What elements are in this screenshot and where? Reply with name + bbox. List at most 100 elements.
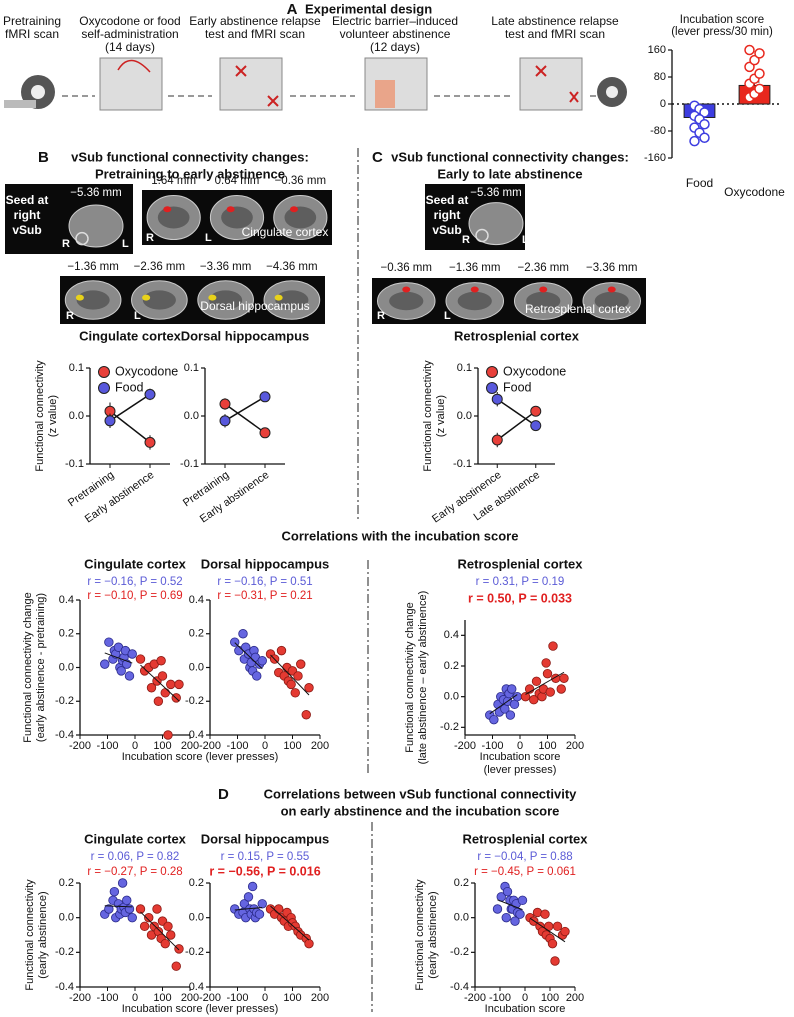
data-point bbox=[537, 691, 547, 702]
data-point bbox=[290, 688, 300, 698]
fit-line bbox=[529, 917, 566, 943]
x-tick-label: -100 bbox=[481, 740, 503, 752]
data-point bbox=[124, 671, 135, 681]
data-point bbox=[510, 916, 520, 926]
data-point bbox=[104, 415, 116, 427]
x-tick-label: -100 bbox=[226, 740, 248, 752]
data-point bbox=[492, 904, 503, 914]
x-tick-label: -200 bbox=[199, 992, 221, 1004]
y-axis-label: (early abstinence) bbox=[427, 891, 439, 978]
activation-spot bbox=[208, 294, 217, 301]
data-point bbox=[505, 710, 516, 720]
orientation-label: L bbox=[205, 232, 212, 244]
data-point bbox=[174, 944, 184, 954]
chart-title: Cingulate cortex bbox=[84, 831, 187, 846]
y-tick-label: 0.0 bbox=[69, 410, 84, 422]
legend-label: Oxycodone bbox=[503, 364, 566, 378]
data-point bbox=[531, 676, 542, 687]
step-label: (12 days) bbox=[370, 40, 420, 54]
brain-detail bbox=[457, 291, 492, 311]
brain-detail bbox=[594, 291, 629, 311]
orientation-label: R bbox=[462, 234, 470, 246]
fit-line bbox=[234, 642, 263, 670]
y-axis-label: Functional connectivity bbox=[414, 879, 426, 991]
x-tick-label: 200 bbox=[181, 992, 199, 1004]
panel-title: vSub functional connectivity changes: bbox=[71, 149, 309, 164]
x-tick-label: Early abstinence bbox=[198, 469, 272, 525]
data-point bbox=[699, 132, 710, 143]
section-title: Correlations with the incubation score bbox=[282, 528, 519, 543]
orientation-label: R bbox=[146, 232, 154, 244]
y-tick-label: -0.2 bbox=[450, 946, 469, 958]
data-point bbox=[100, 659, 110, 669]
fit-line bbox=[270, 905, 310, 941]
panel-title: vSub functional connectivity changes: bbox=[391, 149, 629, 164]
y-tick-label: 0.1 bbox=[69, 362, 84, 374]
data-point bbox=[171, 961, 181, 971]
activation-spot bbox=[470, 286, 479, 293]
brain-slice bbox=[468, 202, 524, 246]
panel-title: Experimental design bbox=[305, 1, 432, 16]
x-axis-label: Incubation score (lever presses) bbox=[122, 751, 279, 763]
fit-line bbox=[234, 907, 263, 911]
x-tick-label: 200 bbox=[311, 992, 329, 1004]
dividers bbox=[357, 148, 373, 1012]
data-point bbox=[243, 892, 254, 902]
panel-title: Early to late abstinence bbox=[437, 166, 582, 181]
y-tick-label: -0.1 bbox=[65, 458, 84, 470]
data-point bbox=[304, 938, 314, 949]
y-tick-label: -0.4 bbox=[55, 981, 74, 993]
slice-label: −5.36 mm bbox=[470, 187, 521, 199]
step-label: (14 days) bbox=[105, 40, 155, 54]
y-tick-label: -0.4 bbox=[55, 729, 74, 741]
fit-line bbox=[497, 899, 523, 911]
data-point bbox=[548, 641, 558, 651]
seed-label: vSub bbox=[432, 223, 461, 237]
data-point bbox=[529, 695, 539, 705]
slice-label: −2.36 mm bbox=[134, 261, 185, 273]
x-tick-label: -200 bbox=[199, 740, 221, 752]
data-point bbox=[489, 714, 499, 725]
activation-spot bbox=[75, 294, 84, 301]
y-tick-label: 0.2 bbox=[59, 877, 74, 889]
y-axis-label: (late abstinence – early abstinence) bbox=[417, 591, 429, 765]
step-label: Early abstinence relapse bbox=[189, 14, 321, 28]
y-axis-label: Functional connectivity bbox=[422, 360, 434, 472]
y-tick-label: 0.2 bbox=[189, 877, 204, 889]
data-point bbox=[160, 938, 170, 949]
data-point bbox=[520, 691, 531, 702]
chart-title: Dorsal hippocampus bbox=[181, 328, 310, 343]
panel-title: on early abstinence and the incubation s… bbox=[281, 803, 560, 818]
slice-label: −3.36 mm bbox=[200, 261, 251, 273]
y-tick-label: -0.4 bbox=[185, 981, 204, 993]
data-point bbox=[754, 68, 765, 79]
scanner-bore bbox=[31, 85, 45, 99]
data-point bbox=[135, 654, 146, 664]
y-tick-label: -0.4 bbox=[185, 729, 204, 741]
slice-label: 1.64 mm bbox=[151, 175, 196, 187]
x-tick-label: -200 bbox=[454, 740, 476, 752]
y-tick-label: 80 bbox=[654, 71, 666, 83]
data-point bbox=[286, 679, 296, 690]
chart-title: Retrosplenial cortex bbox=[454, 328, 580, 343]
data-point bbox=[530, 420, 542, 432]
y-axis-label: (z value) bbox=[435, 395, 447, 437]
x-tick-label: 0 bbox=[517, 740, 523, 752]
y-tick-label: -0.1 bbox=[453, 458, 472, 470]
orientation-label: L bbox=[122, 238, 129, 250]
x-tick-label: Oxycodone bbox=[724, 185, 785, 199]
data-point bbox=[744, 61, 755, 73]
data-point bbox=[166, 930, 176, 940]
fit-line bbox=[525, 671, 565, 695]
activation-spot bbox=[539, 286, 548, 293]
step-label: test and fMRI scan bbox=[205, 27, 305, 41]
annotation: r = 0.50, P = 0.033 bbox=[468, 591, 572, 605]
data-point bbox=[296, 659, 306, 669]
y-tick-label: 0.0 bbox=[59, 661, 74, 673]
data-point bbox=[530, 405, 542, 417]
panel-title: Correlations between vSub functional con… bbox=[264, 786, 578, 801]
orientation-label: L bbox=[522, 234, 529, 246]
y-tick-label: 0.1 bbox=[184, 362, 199, 374]
activation-spot bbox=[290, 206, 298, 213]
